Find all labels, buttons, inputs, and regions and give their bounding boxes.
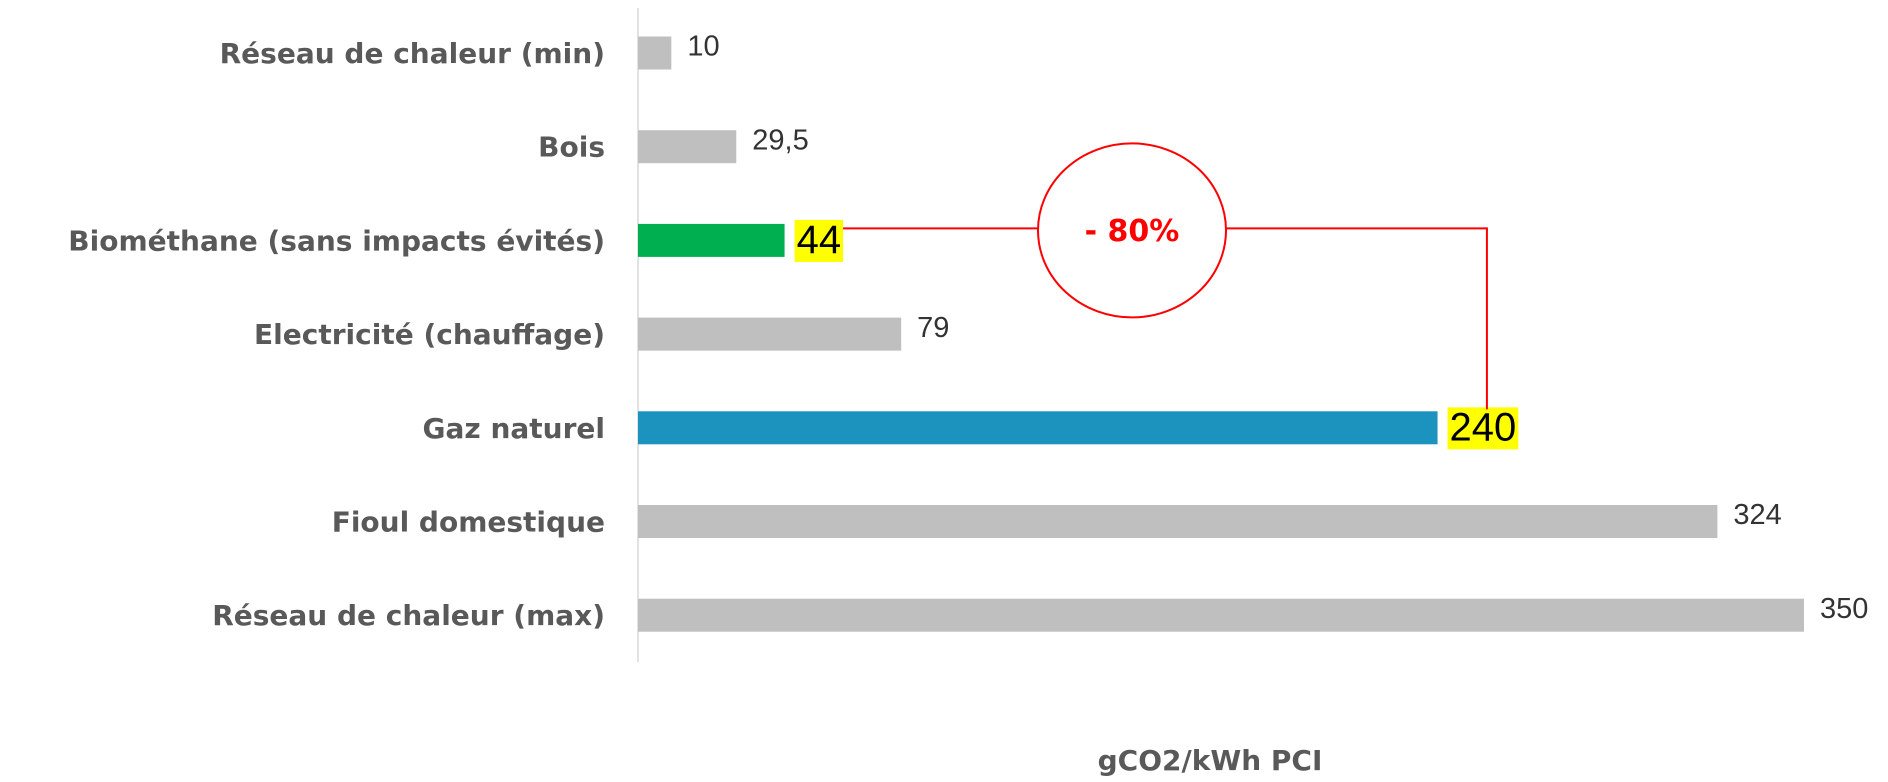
category-label: Fioul domestique xyxy=(332,506,605,539)
annotation: - 80% xyxy=(1085,214,1180,249)
value-label: 350 xyxy=(1820,593,1868,625)
value-label: 79 xyxy=(917,312,949,344)
value-label: 10 xyxy=(687,31,719,63)
value-label: 240 xyxy=(1450,405,1517,449)
category-label: Gaz naturel xyxy=(423,412,605,445)
value-label: 29,5 xyxy=(752,124,808,156)
label-highlight xyxy=(1447,407,1519,450)
bar xyxy=(638,130,737,164)
bar xyxy=(638,223,785,257)
bar xyxy=(638,598,1804,632)
annotation-circle xyxy=(1037,142,1227,319)
connector xyxy=(1226,227,1488,410)
category-label: Electricité (chauffage) xyxy=(254,318,605,351)
category-label: Réseau de chaleur (max) xyxy=(212,599,605,632)
label-highlight xyxy=(794,219,844,262)
bar xyxy=(638,317,902,351)
category-label: Réseau de chaleur (min) xyxy=(220,37,605,70)
category-label: Bois xyxy=(538,131,605,164)
x-axis-label: gCO2/kWh PCI xyxy=(1098,744,1323,777)
bar xyxy=(638,411,1438,445)
category-label: Biométhane (sans impacts évités) xyxy=(68,224,605,257)
value-label: 324 xyxy=(1733,499,1781,531)
value-label: 44 xyxy=(797,218,842,262)
bar xyxy=(638,505,1718,538)
bar xyxy=(638,36,672,70)
